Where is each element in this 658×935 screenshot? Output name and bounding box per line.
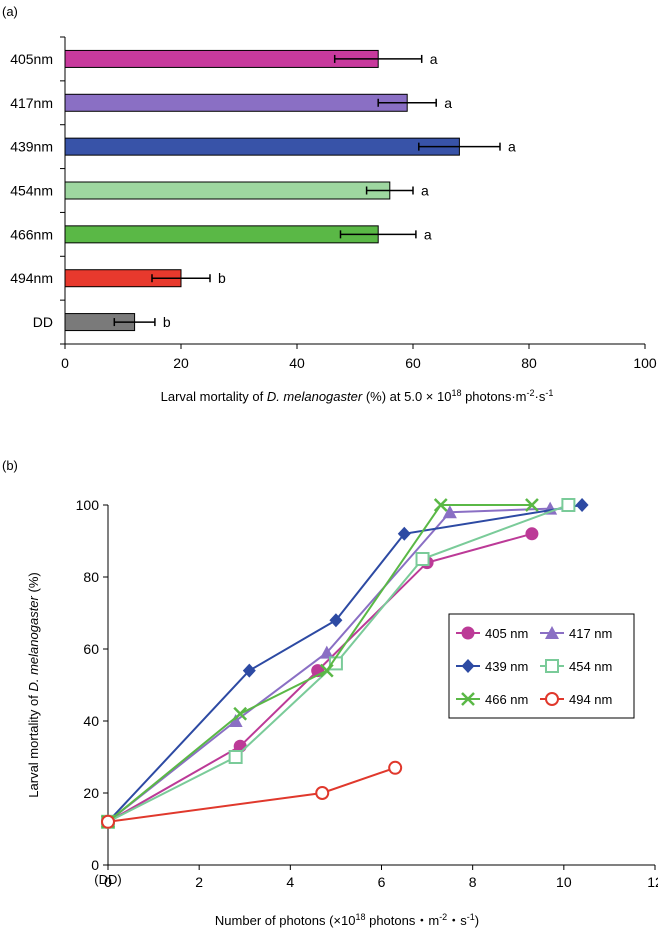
axes-b: 0 20 40 60 80 100 0 2 4 6 8 10 12 [76,497,658,890]
legend-label: 494 nm [569,692,612,707]
legend: 405 nm 417 nm 439 nm 454 nm 466 nm 494 nm [448,613,635,719]
data-point-439nm [242,663,256,678]
panel-b-x-extra-label: (DD) [94,872,121,887]
significance-label: a [424,226,432,242]
y-tick-label: 40 [83,713,99,729]
y-tick-label: 60 [83,641,99,657]
legend-label: 439 nm [485,659,528,674]
panel-a-x-axis-title: Larval mortality of D. melanogaster (%) … [161,388,554,404]
x-tick-label: 8 [469,874,477,890]
legend-item-439nm: 439 nm [456,659,528,674]
bar-454nm [64,181,391,200]
series-group [101,498,589,829]
category-label: 405nm [10,51,53,67]
x-tick-label: 60 [405,355,421,371]
legend-item-466nm: 466 nm [456,692,528,707]
x-tick-label: 12 [647,874,658,890]
category-label: DD [33,314,53,330]
panel-b: (b) 0 20 40 60 80 100 0 2 4 6 8 10 12 (DD) Number of… [2,458,658,928]
data-point-417nm [228,714,243,727]
data-point-439nm [329,613,343,628]
data-point-454nm [228,750,243,764]
panel-b-x-axis-title: Number of photons (×1018 photons・m-2・s-1… [215,912,479,928]
significance-label: b [163,314,171,330]
x-tick-label: 0 [61,355,69,371]
legend-item-454nm: 454 nm [540,659,612,674]
data-point-454nm [415,552,430,566]
data-point-405nm [525,527,539,541]
category-label: 466nm [10,226,53,242]
significance-label: a [508,139,516,155]
category-label: 439nm [10,139,53,155]
data-point-466nm [319,663,334,678]
bar-417nm [64,93,408,112]
axes-a: 405nm 417nm 439nm 454nm 466nm 494nm DD 0 20 40 60 8… [10,36,657,371]
y-tick-label: 20 [83,785,99,801]
panel-a-label: (a) [2,4,18,19]
category-label: 494nm [10,270,53,286]
data-point-439nm [397,526,411,541]
data-point-417nm [442,505,457,519]
x-tick-label: 80 [521,355,537,371]
legend-marker [461,692,475,706]
x-tick-label: 6 [378,874,386,890]
category-label: 417nm [10,95,53,111]
significance-label: a [430,51,438,67]
y-tick-label: 100 [76,497,100,513]
x-tick-label: 4 [286,874,294,890]
panel-b-label: (b) [2,458,18,473]
legend-label: 405 nm [485,626,528,641]
data-point-417nm [319,645,334,659]
significance-label: a [444,95,452,111]
legend-marker [545,659,559,673]
legend-item-405nm: 405 nm [456,626,528,641]
significance-label: a [421,183,429,199]
data-point-454nm [561,498,576,512]
data-point-494nm [388,760,403,775]
legend-item-417nm: 417 nm [540,626,612,641]
data-point-466nm [525,498,539,512]
x-tick-label: 100 [633,355,657,371]
legend-marker [461,659,475,673]
x-tick-label: 10 [556,874,572,890]
legend-label: 466 nm [485,692,528,707]
legend-label: 454 nm [569,659,612,674]
x-tick-label: 20 [173,355,189,371]
significance-label: b [218,270,226,286]
legend-marker [545,626,559,639]
x-tick-label: 2 [195,874,203,890]
legend-item-494nm: 494 nm [540,692,612,707]
data-point-494nm [315,786,330,800]
bar-405nm [64,49,379,68]
x-tick-label: 0 [104,874,112,890]
data-point-466nm [433,498,448,512]
legend-marker [545,692,559,706]
legend-label: 417 nm [569,626,612,641]
bars-group: a a a a a b b [64,49,516,332]
bar-466nm [64,225,379,244]
y-tick-label: 0 [91,857,99,873]
category-label: 454nm [10,183,53,199]
bar-439nm [64,137,460,156]
data-point-466nm [233,706,248,721]
panel-a: (a) a a a a a b b 405nm 417nm 439nm 454nm 466nm 494… [2,4,657,404]
x-tick-label: 40 [289,355,305,371]
data-point-494nm [101,814,115,829]
y-tick-label: 80 [83,569,99,585]
panel-b-y-axis-title: Larval mortality of D. melanogaster (%) [26,572,41,797]
data-point-439nm [575,498,589,512]
legend-marker [461,626,475,640]
